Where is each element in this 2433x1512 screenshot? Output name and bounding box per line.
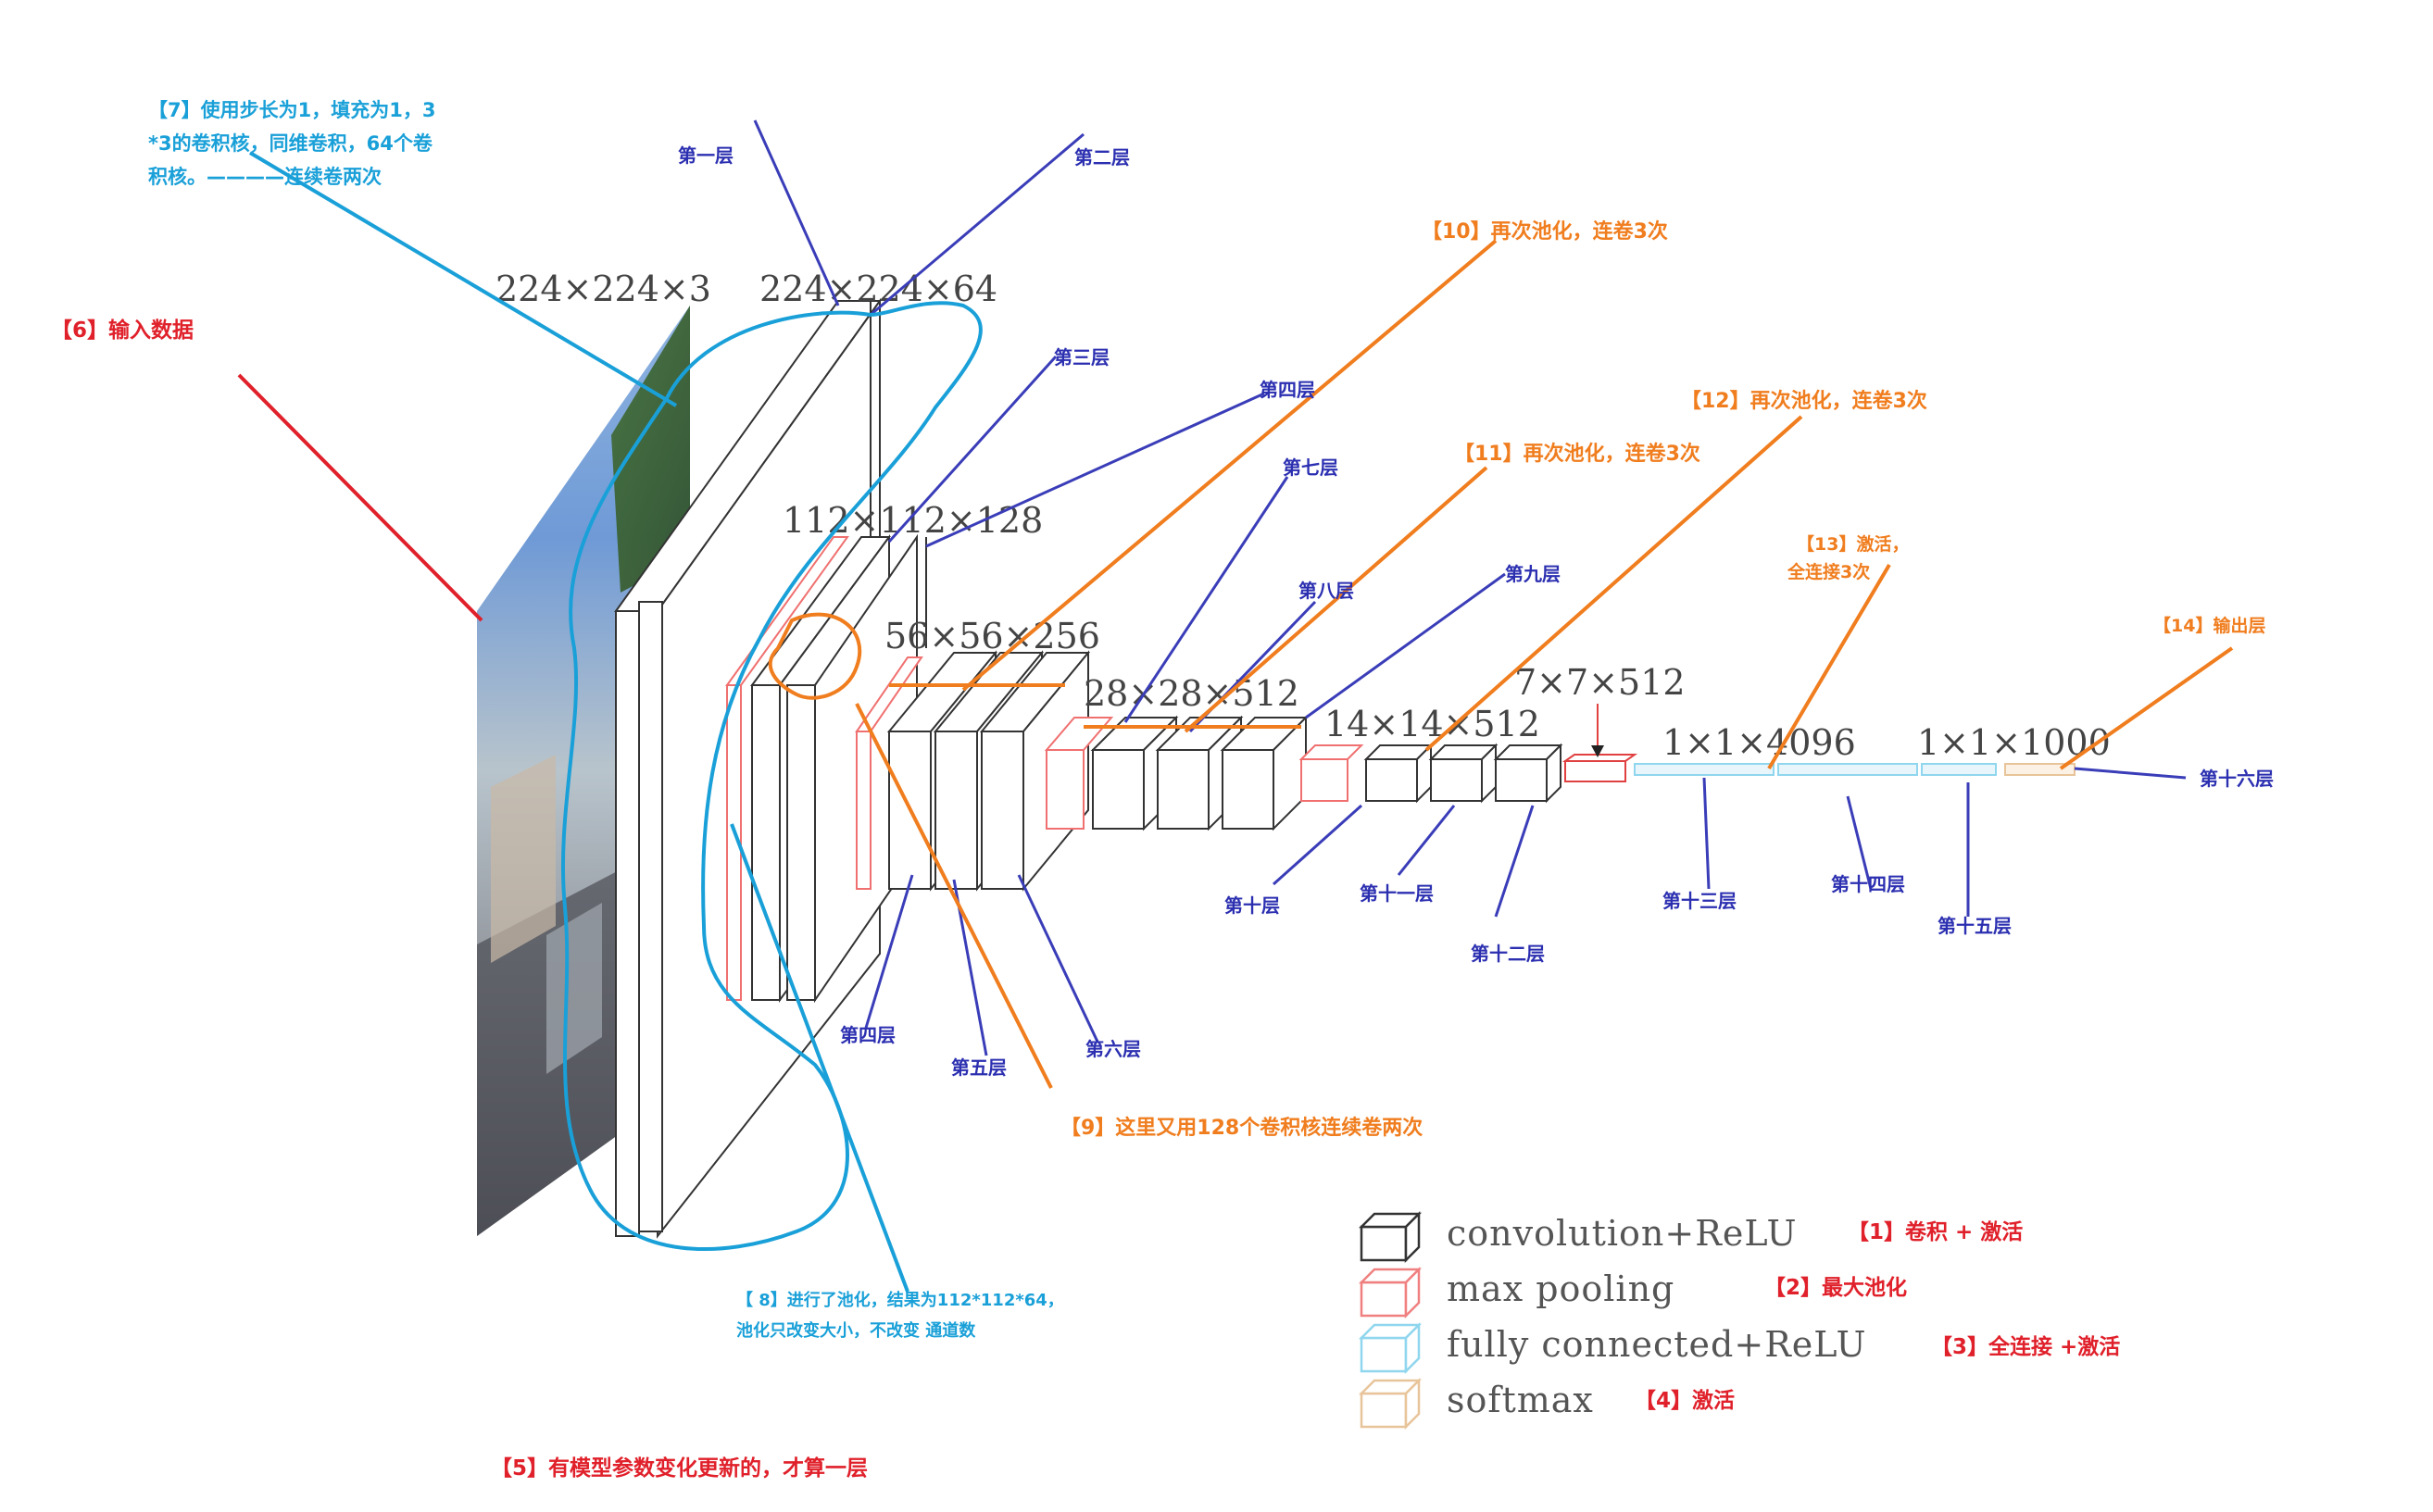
layer-label-1: 第一层: [678, 144, 734, 167]
note-5-layer-rule: 【5】有模型参数变化更新的，才算一层: [491, 1456, 868, 1481]
dim-7x7x512: 7×7×512: [1514, 662, 1686, 703]
legend-pool-swatch: [1358, 1266, 1423, 1319]
layer-label-9: 第九层: [1505, 563, 1561, 585]
legend-pool-label: max pooling: [1447, 1268, 1674, 1309]
dim-56x56x256: 56×56×256: [884, 616, 1100, 656]
legend-fc-swatch: [1358, 1321, 1423, 1375]
note-13-line1: 【13】激活，: [1797, 533, 1909, 555]
note-4-softmax: 【4】激活: [1635, 1388, 1735, 1413]
layer-label-13: 第十三层: [1662, 890, 1737, 912]
layer-label-15: 第十五层: [1938, 915, 2012, 937]
note-8-line2: 池化只改变大小，不改变 通道数: [736, 1320, 976, 1341]
note-10: 【10】再次池化，连卷3次: [1422, 219, 1668, 244]
layer-label-6: 第六层: [1085, 1038, 1141, 1060]
layer-label-3: 第三层: [1054, 346, 1110, 369]
layer-label-11: 第十一层: [1360, 882, 1434, 905]
layer-label-4-bottom: 第四层: [840, 1024, 896, 1046]
legend-fc-label: fully connected+ReLU: [1447, 1324, 1866, 1365]
layer-label-12: 第十二层: [1471, 943, 1545, 965]
dim-224x224x3: 224×224×3: [495, 269, 711, 309]
note-7-line1: 【7】使用步长为1，填充为1，3: [148, 99, 435, 121]
legend: convolution+ReLU 【1】卷积 + 激活 max pooling …: [1358, 1210, 2120, 1431]
conv-block-3: [886, 650, 1091, 892]
orange-annotation-lines: [768, 239, 2234, 1089]
legend-softmax-swatch: [1358, 1377, 1423, 1431]
dim-28x28x512: 28×28×512: [1084, 673, 1299, 714]
conv-block-5: [1363, 743, 1563, 804]
blue-annotation-lines: [248, 151, 983, 1293]
pool-block-4: [1298, 744, 1364, 802]
note-8-line1: 【 8】进行了池化，结果为112*112*64，: [736, 1290, 1064, 1310]
note-14: 【14】输出层: [2153, 615, 2265, 636]
note-2-pool: 【2】最大池化: [1764, 1275, 1907, 1300]
dim-112x112x128: 112×112×128: [783, 500, 1043, 541]
pool-block-1: [725, 536, 849, 1001]
note-13-line2: 全连接3次: [1787, 561, 1870, 582]
layer-label-7: 第七层: [1283, 456, 1338, 479]
legend-conv-swatch: [1358, 1210, 1423, 1264]
pool-block-2: [855, 656, 923, 890]
input-pointer-line: [237, 373, 483, 622]
layer-label-8: 第八层: [1298, 580, 1354, 602]
dim-1x1x1000: 1×1×1000: [1917, 722, 2111, 763]
note-9: 【9】这里又用128个卷积核连续卷两次: [1060, 1116, 1423, 1140]
dim-1x1x4096: 1×1×4096: [1662, 722, 1856, 763]
layer-label-10: 第十层: [1224, 894, 1280, 917]
note-7-line2: *3的卷积核，同维卷积，64个卷: [148, 132, 433, 155]
layer-label-14: 第十四层: [1831, 873, 1905, 895]
layer-label-16: 第十六层: [2200, 768, 2274, 790]
dim-14x14x512: 14×14×512: [1324, 704, 1540, 744]
note-12: 【12】再次池化，连卷3次: [1681, 389, 1927, 413]
legend-conv-label: convolution+ReLU: [1447, 1213, 1798, 1254]
dim-224x224x64: 224×224×64: [759, 269, 997, 309]
fc-blocks: [1634, 763, 1997, 776]
layer-label-5: 第五层: [951, 1056, 1007, 1079]
layer-label-4-top: 第四层: [1260, 379, 1315, 401]
conv-block-4: [1090, 715, 1309, 831]
note-11: 【11】再次池化，连卷3次: [1454, 442, 1700, 466]
legend-softmax-label: softmax: [1447, 1380, 1594, 1420]
note-1-conv: 【1】卷积 + 激活: [1848, 1219, 2023, 1244]
note-7-line3: 积核。————连续卷两次: [148, 166, 382, 188]
note-3-fc: 【3】全连接 +激活: [1931, 1334, 2120, 1359]
note-6-input: 【6】输入数据: [51, 318, 194, 343]
layer-label-2: 第二层: [1074, 146, 1130, 169]
pool-block-5: [1561, 704, 1638, 782]
